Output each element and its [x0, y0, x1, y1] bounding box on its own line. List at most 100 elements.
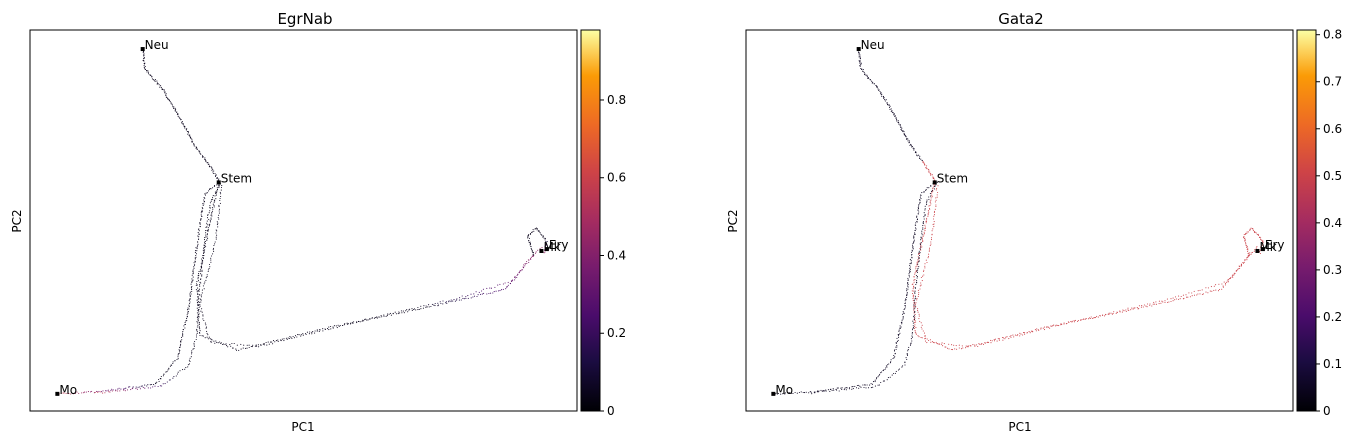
data-point — [918, 313, 920, 315]
data-point — [816, 391, 818, 393]
data-point — [923, 231, 925, 233]
data-point — [194, 261, 196, 263]
data-point — [776, 393, 778, 395]
data-point — [529, 242, 531, 244]
data-point — [913, 233, 916, 235]
data-point — [175, 375, 177, 377]
data-point — [950, 348, 952, 351]
data-point — [196, 321, 198, 323]
data-point — [147, 384, 149, 386]
data-point — [895, 370, 897, 372]
data-point — [998, 338, 1000, 340]
data-point — [206, 226, 208, 228]
data-point — [945, 346, 947, 348]
data-point — [881, 371, 883, 373]
data-point — [270, 341, 272, 343]
data-point — [923, 233, 925, 235]
data-point — [1160, 302, 1162, 304]
data-point — [213, 204, 215, 206]
data-point — [974, 344, 976, 346]
x-axis-label: PC1 — [1008, 420, 1031, 434]
data-point — [917, 269, 919, 271]
data-point — [218, 178, 220, 180]
data-point — [251, 346, 253, 348]
data-point — [848, 387, 851, 389]
data-point — [928, 211, 930, 213]
data-point — [215, 198, 217, 200]
data-point — [197, 310, 199, 312]
data-point — [871, 80, 873, 82]
data-point — [231, 342, 233, 345]
data-point — [216, 184, 218, 186]
data-point — [1103, 315, 1106, 317]
x-axis-label: PC1 — [291, 420, 314, 434]
data-point — [896, 346, 898, 348]
data-point — [193, 342, 195, 344]
data-point — [1115, 312, 1117, 314]
data-point — [195, 336, 198, 338]
data-point — [926, 219, 928, 221]
data-point — [193, 266, 195, 268]
data-point — [437, 304, 439, 306]
data-point — [221, 185, 223, 187]
data-point — [338, 325, 340, 327]
data-point — [885, 365, 887, 367]
data-point — [147, 71, 150, 73]
data-point — [204, 322, 206, 324]
data-point — [918, 318, 920, 320]
data-point — [926, 201, 928, 203]
node-marker — [1260, 247, 1265, 252]
data-point — [912, 296, 914, 298]
data-point — [890, 110, 892, 113]
data-point — [309, 331, 311, 333]
data-point — [201, 275, 203, 277]
data-point — [200, 264, 203, 266]
data-point — [932, 178, 934, 180]
data-point — [921, 324, 923, 326]
data-point — [191, 281, 193, 284]
data-point — [902, 317, 904, 319]
data-point — [1110, 312, 1112, 314]
data-point — [81, 392, 83, 394]
data-point — [99, 391, 101, 393]
data-point — [358, 320, 360, 322]
data-point — [417, 306, 419, 309]
data-point — [906, 296, 908, 298]
data-point — [833, 389, 835, 391]
data-point — [889, 108, 891, 110]
data-point — [205, 161, 207, 163]
data-point — [142, 386, 144, 388]
data-point — [220, 193, 222, 195]
data-point — [915, 327, 917, 329]
data-point — [931, 174, 933, 176]
data-point — [180, 343, 182, 345]
data-point — [136, 388, 138, 390]
data-point — [177, 356, 179, 358]
data-point — [917, 253, 920, 255]
data-point — [829, 390, 831, 392]
data-point — [918, 254, 921, 256]
data-point — [202, 314, 204, 316]
data-point — [916, 276, 918, 278]
data-point — [383, 315, 385, 317]
data-point — [205, 234, 207, 236]
data-point — [932, 191, 934, 193]
data-point — [200, 219, 202, 221]
data-point — [191, 353, 193, 355]
data-point — [1185, 294, 1187, 296]
data-point — [200, 301, 202, 303]
data-point — [214, 175, 217, 177]
data-point — [937, 343, 939, 345]
data-point — [176, 373, 179, 375]
data-point — [202, 156, 204, 158]
data-point — [209, 202, 211, 204]
data-point — [389, 312, 392, 314]
data-point — [222, 343, 225, 345]
data-point — [818, 391, 820, 393]
data-point — [502, 288, 504, 290]
data-point — [925, 189, 927, 191]
data-point — [924, 214, 926, 216]
data-point — [929, 339, 931, 341]
data-point — [900, 326, 902, 328]
